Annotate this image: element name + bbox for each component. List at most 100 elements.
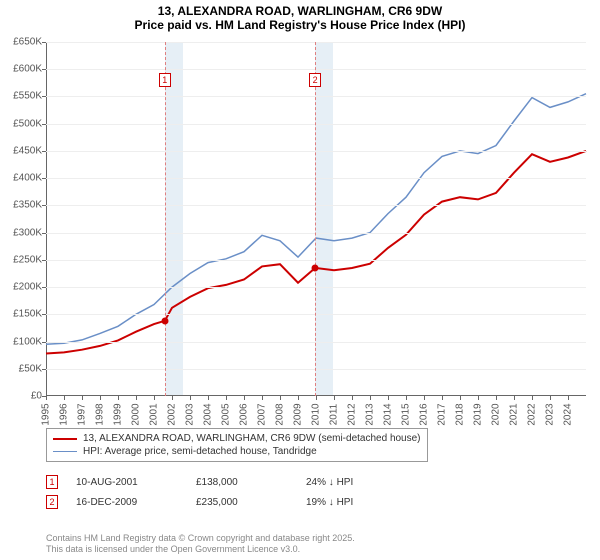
sales-marker-num: 2: [46, 495, 58, 509]
x-tick-mark: [316, 396, 317, 400]
sale-dot: [312, 265, 319, 272]
x-tick-label: 2013: [365, 403, 376, 425]
x-tick-label: 2009: [293, 403, 304, 425]
x-tick-label: 1999: [113, 403, 124, 425]
x-tick-mark: [334, 396, 335, 400]
footer-copyright: Contains HM Land Registry data © Crown c…: [46, 533, 355, 545]
x-tick-label: 2007: [257, 403, 268, 425]
y-tick-mark: [42, 124, 46, 125]
x-tick-mark: [46, 396, 47, 400]
sales-diff: 24% ↓ HPI: [306, 477, 446, 488]
x-tick-label: 2021: [509, 403, 520, 425]
sales-table: 110-AUG-2001£138,00024% ↓ HPI216-DEC-200…: [46, 472, 586, 512]
y-tick-label: £550K: [0, 91, 42, 102]
sales-row: 216-DEC-2009£235,00019% ↓ HPI: [46, 492, 586, 512]
x-tick-mark: [118, 396, 119, 400]
sales-marker-num: 1: [46, 475, 58, 489]
x-tick-mark: [82, 396, 83, 400]
y-tick-mark: [42, 369, 46, 370]
y-tick-label: £250K: [0, 254, 42, 265]
footer-licence: This data is licensed under the Open Gov…: [46, 544, 355, 556]
x-tick-mark: [298, 396, 299, 400]
x-tick-mark: [208, 396, 209, 400]
title-address: 13, ALEXANDRA ROAD, WARLINGHAM, CR6 9DW: [0, 4, 600, 18]
sales-date: 10-AUG-2001: [76, 477, 196, 488]
footer: Contains HM Land Registry data © Crown c…: [46, 533, 355, 556]
y-tick-label: £50K: [0, 363, 42, 374]
x-tick-mark: [424, 396, 425, 400]
legend-label: 13, ALEXANDRA ROAD, WARLINGHAM, CR6 9DW …: [83, 433, 421, 444]
x-tick-mark: [280, 396, 281, 400]
x-tick-mark: [154, 396, 155, 400]
x-tick-label: 2008: [275, 403, 286, 425]
x-tick-label: 2018: [455, 403, 466, 425]
y-tick-mark: [42, 233, 46, 234]
sale-marker-box: 2: [309, 73, 321, 87]
x-tick-label: 2010: [311, 403, 322, 425]
y-tick-mark: [42, 42, 46, 43]
y-tick-label: £600K: [0, 64, 42, 75]
sale-marker-box: 1: [159, 73, 171, 87]
x-tick-mark: [550, 396, 551, 400]
x-tick-mark: [244, 396, 245, 400]
chart-area: £0£50K£100K£150K£200K£250K£300K£350K£400…: [46, 42, 586, 396]
x-tick-mark: [406, 396, 407, 400]
x-tick-mark: [64, 396, 65, 400]
y-tick-mark: [42, 260, 46, 261]
x-tick-label: 2022: [527, 403, 538, 425]
y-tick-label: £450K: [0, 145, 42, 156]
chart-container: 13, ALEXANDRA ROAD, WARLINGHAM, CR6 9DW …: [0, 0, 600, 560]
x-tick-mark: [190, 396, 191, 400]
x-tick-label: 2017: [437, 403, 448, 425]
x-tick-label: 2023: [545, 403, 556, 425]
sales-date: 16-DEC-2009: [76, 497, 196, 508]
x-tick-label: 2012: [347, 403, 358, 425]
x-tick-mark: [496, 396, 497, 400]
x-tick-label: 2000: [131, 403, 142, 425]
legend-swatch: [53, 451, 77, 453]
y-tick-mark: [42, 342, 46, 343]
sales-row: 110-AUG-2001£138,00024% ↓ HPI: [46, 472, 586, 492]
x-tick-mark: [532, 396, 533, 400]
title-subtitle: Price paid vs. HM Land Registry's House …: [0, 18, 600, 32]
x-tick-mark: [262, 396, 263, 400]
sales-diff: 19% ↓ HPI: [306, 497, 446, 508]
y-tick-mark: [42, 287, 46, 288]
sale-vline: [315, 42, 316, 396]
x-tick-label: 2001: [149, 403, 160, 425]
x-tick-mark: [478, 396, 479, 400]
x-tick-label: 2024: [563, 403, 574, 425]
x-tick-label: 2020: [491, 403, 502, 425]
sale-vline: [165, 42, 166, 396]
x-tick-label: 2003: [185, 403, 196, 425]
x-tick-label: 2015: [401, 403, 412, 425]
x-tick-mark: [388, 396, 389, 400]
y-tick-label: £350K: [0, 200, 42, 211]
x-tick-label: 2014: [383, 403, 394, 425]
x-tick-label: 2006: [239, 403, 250, 425]
y-tick-label: £500K: [0, 118, 42, 129]
x-tick-mark: [442, 396, 443, 400]
y-tick-mark: [42, 178, 46, 179]
legend-item: HPI: Average price, semi-detached house,…: [53, 445, 421, 458]
x-tick-mark: [136, 396, 137, 400]
x-tick-label: 1997: [77, 403, 88, 425]
y-tick-mark: [42, 96, 46, 97]
x-tick-mark: [568, 396, 569, 400]
y-tick-label: £150K: [0, 309, 42, 320]
x-tick-label: 2005: [221, 403, 232, 425]
y-tick-label: £200K: [0, 282, 42, 293]
y-tick-label: £0: [0, 391, 42, 402]
title-block: 13, ALEXANDRA ROAD, WARLINGHAM, CR6 9DW …: [0, 0, 600, 34]
x-tick-label: 2004: [203, 403, 214, 425]
legend-label: HPI: Average price, semi-detached house,…: [83, 446, 317, 457]
x-tick-label: 2011: [329, 404, 340, 426]
y-tick-mark: [42, 314, 46, 315]
legend-swatch: [53, 438, 77, 440]
legend-box: 13, ALEXANDRA ROAD, WARLINGHAM, CR6 9DW …: [46, 428, 428, 462]
y-tick-label: £400K: [0, 173, 42, 184]
x-tick-label: 1998: [95, 403, 106, 425]
y-tick-label: £100K: [0, 336, 42, 347]
x-tick-mark: [514, 396, 515, 400]
legend-item: 13, ALEXANDRA ROAD, WARLINGHAM, CR6 9DW …: [53, 432, 421, 445]
